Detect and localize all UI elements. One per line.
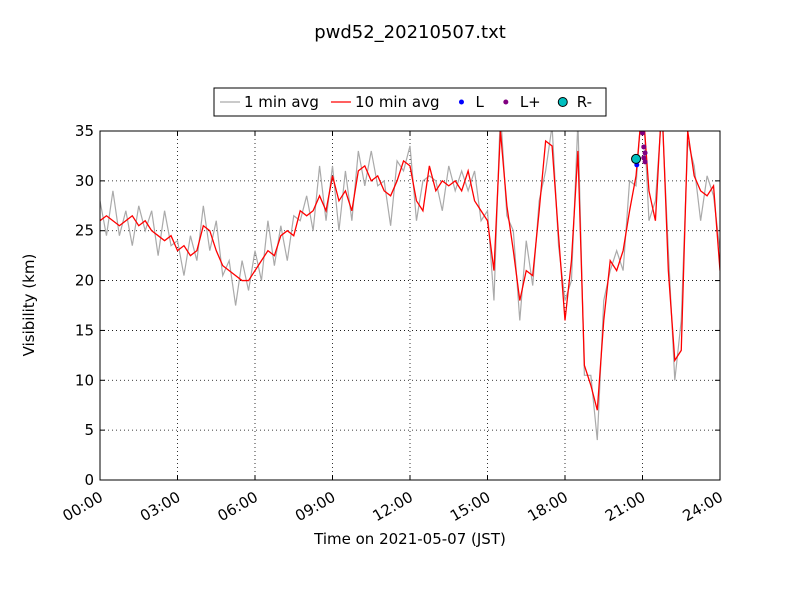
- legend-label: 1 min avg: [244, 93, 319, 111]
- legend-item: R-: [557, 93, 592, 111]
- chart-title: pwd52_20210507.txt: [314, 22, 506, 43]
- legend-marker: [557, 97, 568, 107]
- legend-item: 1 min avg: [220, 93, 319, 111]
- series-line: [100, 131, 720, 411]
- scatter-point: [642, 150, 648, 156]
- y-axis-label: Visibility (km): [20, 254, 38, 357]
- legend-item: L+: [503, 93, 541, 111]
- scatter-point: [631, 153, 642, 164]
- legend-label: 10 min avg: [355, 93, 440, 111]
- legend-item: L: [458, 93, 484, 111]
- y-tick-label: 35: [75, 122, 94, 140]
- legend-item: 10 min avg: [330, 93, 440, 111]
- y-tick-label: 5: [84, 421, 94, 439]
- legend-marker: [458, 99, 464, 105]
- scatter-point: [641, 144, 647, 150]
- legend-marker: [503, 99, 509, 105]
- y-tick-label: 25: [75, 222, 94, 240]
- legend-box: [213, 87, 607, 117]
- y-tick-label: 15: [75, 321, 94, 339]
- y-tick-label: 20: [75, 272, 94, 290]
- legend-label: L+: [520, 93, 541, 111]
- x-axis-label: Time on 2021-05-07 (JST): [313, 530, 506, 548]
- y-tick-label: 30: [75, 172, 94, 190]
- legend-label: L: [475, 93, 484, 111]
- legend: 1 min avg 10 min avg L L+ R-: [213, 87, 607, 117]
- plot-area: [100, 131, 720, 441]
- y-tick-label: 10: [75, 371, 94, 389]
- plot-frame: [99, 130, 721, 481]
- series-line: [100, 131, 720, 441]
- scatter-point: [642, 159, 648, 165]
- scatter-point: [641, 155, 647, 161]
- y-tick-label: 0: [84, 471, 94, 489]
- scatter-point: [640, 131, 645, 136]
- legend-label: R-: [577, 93, 592, 111]
